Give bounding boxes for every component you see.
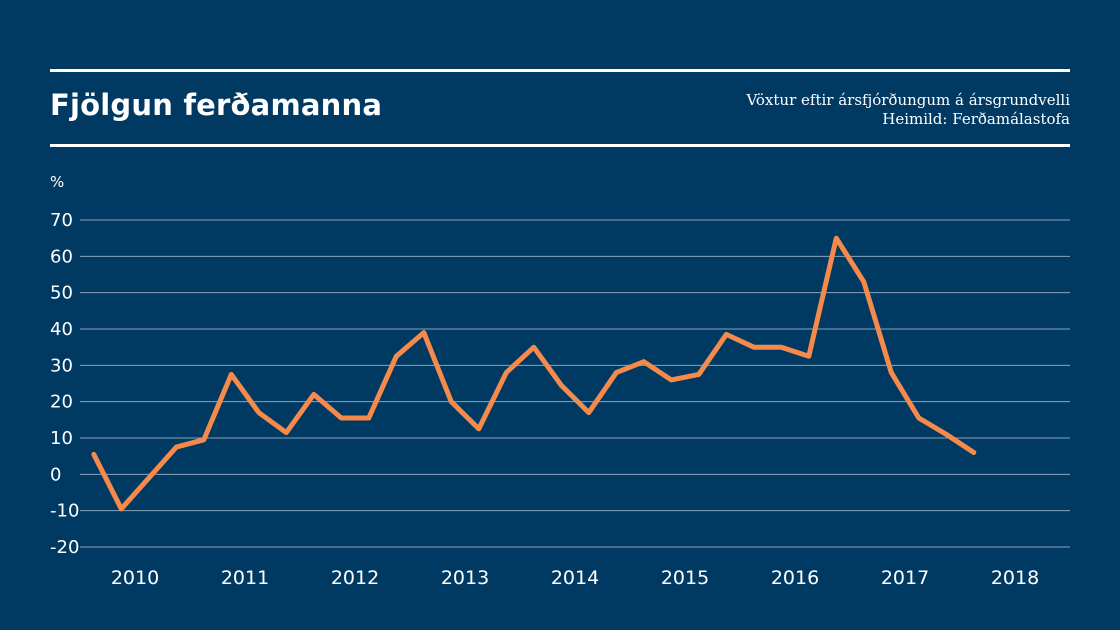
y-tick-labels: -20 -10 0 10 20 30 40 50 60 70	[50, 210, 79, 558]
top-rule	[50, 69, 1070, 72]
x-tick-label: 2010	[111, 567, 159, 589]
chart-source: Heimild: Ferðamálastofa	[882, 110, 1070, 128]
y-tick-label: 50	[50, 283, 73, 304]
y-tick-label: -10	[50, 501, 79, 522]
y-tick-label: 0	[50, 464, 61, 485]
series-layer	[91, 235, 977, 512]
x-tick-label: 2016	[771, 567, 819, 589]
y-axis-unit-label: %	[50, 173, 64, 191]
x-tick-label: 2012	[331, 567, 379, 589]
y-tick-label: 20	[50, 392, 73, 413]
grid-lines	[80, 219, 1070, 548]
y-tick-label: 30	[50, 355, 73, 376]
series-line	[91, 235, 977, 512]
x-tick-label: 2017	[881, 567, 929, 589]
x-tick-label: 2014	[551, 567, 599, 589]
y-tick-label: 60	[50, 246, 73, 267]
y-tick-label: 70	[50, 210, 73, 231]
chart-subtitle: Vöxtur eftir ársfjórðungum á ársgrundvel…	[746, 91, 1070, 109]
x-tick-labels: 2010 2011 2012 2013 2014 2015 2016 2017 2018	[111, 567, 1039, 589]
y-tick-label: 10	[50, 428, 73, 449]
x-tick-label: 2011	[221, 567, 269, 589]
x-tick-label: 2013	[441, 567, 489, 589]
x-tick-label: 2018	[991, 567, 1039, 589]
chart-title: Fjölgun ferðamanna	[50, 88, 383, 122]
x-tick-label: 2015	[661, 567, 709, 589]
bottom-rule	[50, 144, 1070, 147]
subtitle-block: Vöxtur eftir ársfjórðungum á ársgrundvel…	[746, 91, 1070, 129]
y-tick-label: -20	[50, 537, 79, 558]
y-tick-label: 40	[50, 319, 73, 340]
